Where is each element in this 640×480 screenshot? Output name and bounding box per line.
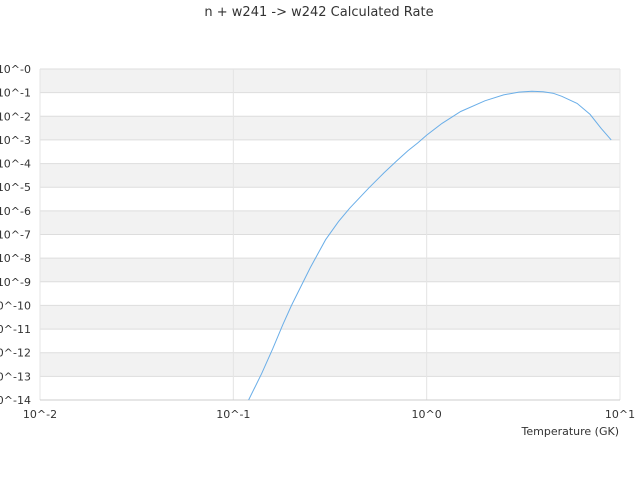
x-axis-title: Temperature (GK) <box>521 425 620 438</box>
x-axis: 10^-2 10^-1 10^0 10^1 <box>23 408 635 421</box>
y-tick-label: 10^-14 <box>0 394 31 407</box>
series-line <box>248 90 612 401</box>
x-tick-label: 10^-2 <box>23 408 57 421</box>
grid-band <box>40 187 620 211</box>
grid-band <box>40 305 620 330</box>
y-tick-label: 10^-2 <box>0 110 31 123</box>
y-tick-label: 10^-4 <box>0 158 31 171</box>
grid-band <box>40 92 620 117</box>
y-axis: 10^-0 10^-1 10^-2 10^-3 10^-4 10^-5 10^-6 10^-7… <box>0 63 31 407</box>
chart-title: n + w241 -> w242 Calculated Rate <box>204 5 433 20</box>
grid-band <box>40 234 620 259</box>
grid-band <box>40 281 620 306</box>
grid-band <box>40 329 620 353</box>
y-tick-label: 10^-3 <box>0 134 31 147</box>
grid-band <box>40 210 620 235</box>
y-tick-label: 10^-5 <box>0 181 31 194</box>
grid-band <box>40 116 620 140</box>
y-tick-label: 10^-11 <box>0 323 31 336</box>
grid-band <box>40 163 620 188</box>
y-tick-label: 10^-9 <box>0 276 31 289</box>
x-tick-label: 10^-1 <box>216 408 250 421</box>
grid-bands <box>39 68 621 401</box>
y-tick-label: 10^-0 <box>0 63 31 76</box>
y-tick-label: 10^-7 <box>0 229 31 242</box>
y-tick-label: 10^-8 <box>0 252 31 265</box>
grid-band <box>40 139 620 164</box>
grid-band <box>40 352 620 377</box>
y-tick-label: 10^-1 <box>0 87 31 100</box>
x-tick-label: 10^0 <box>412 408 442 421</box>
grid-band <box>40 258 620 282</box>
x-tick-label: 10^1 <box>605 408 635 421</box>
grid-band <box>40 376 620 400</box>
y-tick-label: 10^-6 <box>0 205 31 218</box>
y-tick-label: 10^-10 <box>0 299 31 312</box>
y-tick-label: 10^-12 <box>0 347 31 360</box>
grid-band <box>40 69 620 93</box>
y-tick-label: 10^-13 <box>0 370 31 383</box>
